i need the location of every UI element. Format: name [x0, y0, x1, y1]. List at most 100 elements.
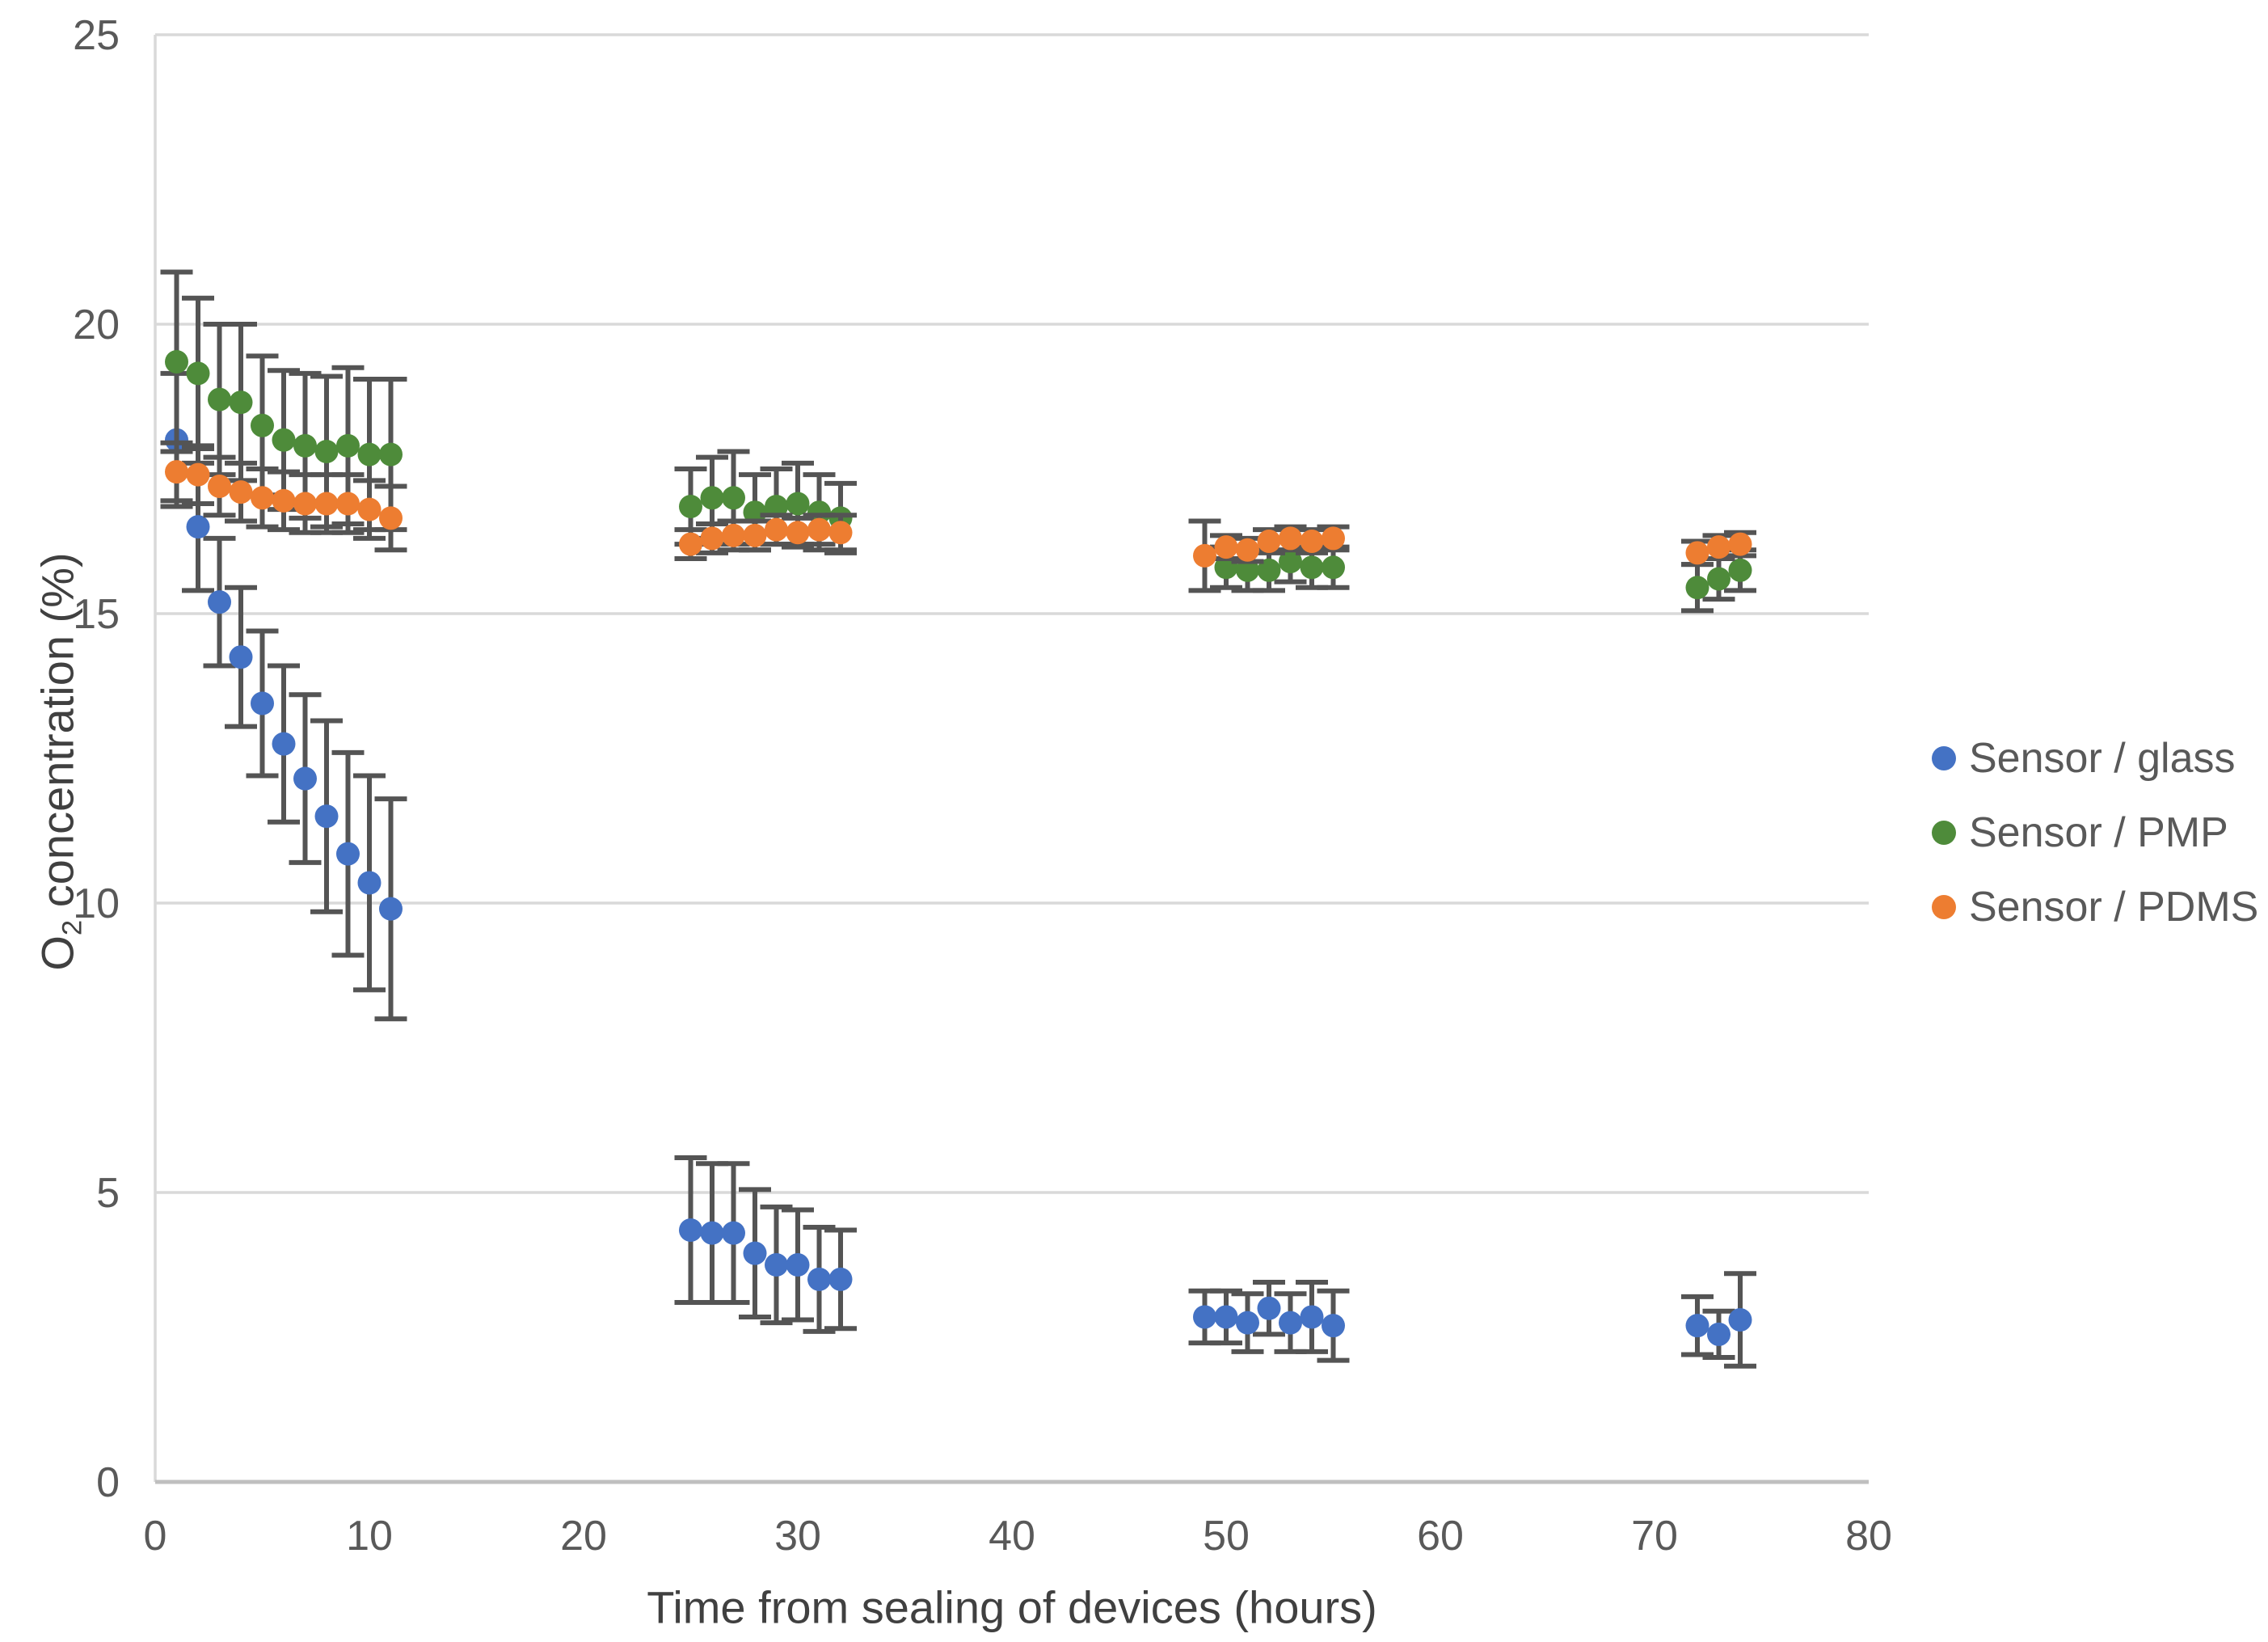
data-point	[743, 500, 767, 525]
legend-item-sensor-pmp: Sensor / PMP	[1932, 796, 2258, 870]
data-point	[1707, 1322, 1731, 1346]
data-point	[1236, 558, 1259, 582]
data-point	[1728, 558, 1752, 582]
legend-label: Sensor / PMP	[1969, 809, 2228, 856]
data-point	[1214, 535, 1238, 559]
data-point	[336, 842, 360, 866]
legend-item-sensor-pdms: Sensor / PDMS	[1932, 870, 2258, 944]
y-tick-label: 25	[73, 12, 120, 59]
data-point	[786, 521, 810, 545]
data-point	[165, 350, 188, 374]
data-point	[700, 1221, 724, 1245]
x-tick-label: 60	[1417, 1513, 1464, 1560]
data-point	[1279, 550, 1302, 574]
x-tick-label: 80	[1845, 1513, 1892, 1560]
data-point	[765, 1253, 788, 1277]
data-point	[1685, 1314, 1709, 1338]
y-tick-label: 15	[73, 591, 120, 638]
data-point	[765, 495, 788, 519]
x-tick-label: 20	[560, 1513, 607, 1560]
x-tick-label: 50	[1203, 1513, 1250, 1560]
data-point	[251, 413, 274, 437]
data-point	[1214, 1305, 1238, 1329]
data-point	[1728, 1308, 1752, 1332]
data-point	[1685, 541, 1709, 565]
y-axis-title: O2 concentration (%)	[31, 552, 88, 970]
data-point	[1257, 1296, 1281, 1320]
data-point	[293, 766, 317, 791]
data-point	[314, 440, 339, 464]
y-tick-label: 10	[73, 880, 120, 927]
y-axis-title-subscript: 2	[57, 919, 88, 936]
data-point	[272, 488, 296, 513]
data-point	[1257, 558, 1281, 582]
data-point	[165, 460, 188, 484]
data-point	[679, 495, 702, 519]
data-point	[1685, 576, 1709, 600]
x-tick-label: 40	[989, 1513, 1035, 1560]
data-point	[1257, 530, 1281, 553]
data-point	[1236, 1311, 1259, 1335]
legend-marker-icon	[1932, 895, 1956, 919]
y-tick-label: 20	[73, 302, 120, 348]
data-point	[379, 897, 403, 921]
data-point	[379, 506, 403, 530]
data-point	[251, 691, 274, 715]
data-point	[186, 361, 210, 386]
data-point	[828, 1267, 853, 1291]
legend-marker-icon	[1932, 746, 1956, 770]
y-axis-title-suffix: concentration (%)	[32, 552, 83, 920]
data-point	[293, 492, 317, 516]
data-point	[1279, 1311, 1302, 1335]
data-point	[1707, 535, 1731, 559]
legend-label: Sensor / glass	[1969, 735, 2236, 782]
y-tick-label: 0	[96, 1459, 120, 1506]
data-point	[1728, 532, 1752, 556]
data-point	[743, 523, 767, 547]
data-point	[722, 523, 745, 547]
x-tick-label: 0	[144, 1513, 167, 1560]
legend: Sensor / glass Sensor / PMP Sensor / PDMS	[1932, 721, 2258, 944]
data-point	[722, 486, 745, 510]
x-tick-label: 30	[774, 1513, 821, 1560]
data-point	[208, 590, 231, 614]
legend-item-sensor-glass: Sensor / glass	[1932, 721, 2258, 796]
data-point	[1322, 1314, 1345, 1338]
data-point	[765, 517, 788, 542]
data-point	[186, 462, 210, 487]
data-point	[828, 521, 853, 545]
data-point	[679, 532, 702, 556]
data-point	[1193, 1305, 1216, 1329]
data-point	[229, 390, 253, 415]
data-point	[807, 1267, 831, 1291]
data-point	[1322, 526, 1345, 551]
data-point	[700, 526, 724, 551]
data-point	[1300, 1305, 1324, 1329]
data-point	[357, 497, 382, 521]
data-point	[1279, 526, 1302, 551]
data-point	[272, 428, 296, 452]
legend-label: Sensor / PDMS	[1969, 884, 2259, 931]
y-axis-title-prefix: O	[32, 935, 83, 971]
data-point	[293, 433, 317, 458]
legend-marker-icon	[1932, 821, 1956, 845]
data-point	[1300, 530, 1324, 553]
data-point	[1193, 543, 1216, 568]
data-point	[1236, 538, 1259, 562]
data-point	[786, 492, 810, 516]
data-point	[379, 442, 403, 466]
data-point	[357, 442, 382, 466]
data-point	[314, 804, 339, 829]
data-point	[357, 871, 382, 895]
data-point	[229, 480, 253, 504]
x-tick-label: 70	[1631, 1513, 1678, 1560]
x-axis-title: Time from sealing of devices (hours)	[647, 1581, 1377, 1633]
data-point	[1707, 567, 1731, 591]
data-point	[186, 515, 210, 539]
x-tick-label: 10	[346, 1513, 393, 1560]
data-point	[807, 517, 831, 542]
data-point	[336, 433, 360, 458]
data-point	[336, 492, 360, 516]
data-point	[314, 492, 339, 516]
